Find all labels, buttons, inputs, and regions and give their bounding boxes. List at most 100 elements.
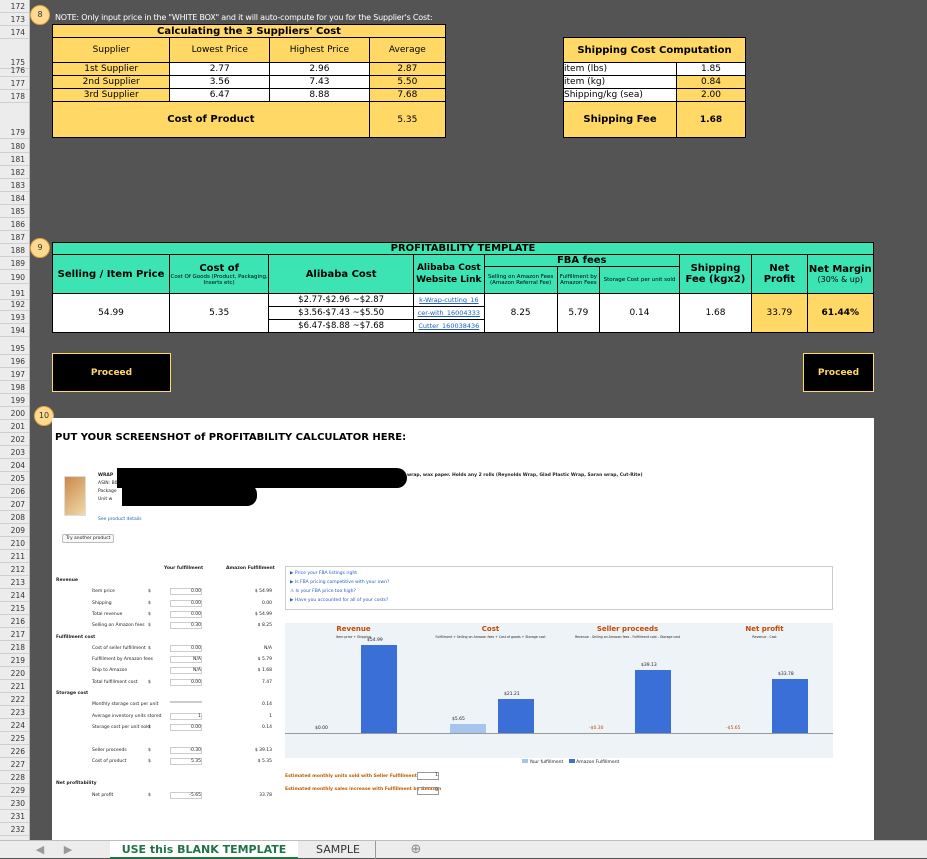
row-number[interactable]: 202 xyxy=(0,433,29,446)
row-number[interactable]: 210 xyxy=(0,537,29,550)
estimate-input[interactable]: 0 xyxy=(417,787,439,795)
row-number[interactable]: 189 xyxy=(0,257,29,270)
row-number[interactable]: 185 xyxy=(0,205,29,218)
calc-your-input[interactable]: 1 xyxy=(170,712,202,720)
add-sheet-icon[interactable]: ⊕ xyxy=(410,842,422,857)
calc-your-input[interactable]: 0.00 xyxy=(170,644,202,652)
shipping-value-input[interactable]: 1.85 xyxy=(676,62,746,76)
row-number[interactable]: 180 xyxy=(0,140,29,153)
row-number[interactable]: 181 xyxy=(0,153,29,166)
row-number[interactable]: 226 xyxy=(0,745,29,758)
row-number[interactable]: 221 xyxy=(0,680,29,693)
highest-price-input[interactable]: 8.88 xyxy=(269,88,370,102)
alibaba-link[interactable]: cer-with_16004333 xyxy=(412,306,485,320)
row-number[interactable]: 213 xyxy=(0,576,29,589)
row-number[interactable]: 192 xyxy=(0,298,29,311)
calc-your-input[interactable]: 5.35 xyxy=(170,757,202,765)
row-number[interactable]: 232 xyxy=(0,823,29,836)
row-number[interactable]: 187 xyxy=(0,231,29,244)
calc-your-input[interactable]: 0.30 xyxy=(170,622,202,630)
row-number[interactable]: 203 xyxy=(0,446,29,459)
row-number[interactable]: 218 xyxy=(0,641,29,654)
row-number[interactable]: 190 xyxy=(0,271,29,284)
row-number[interactable]: 186 xyxy=(0,218,29,231)
row-number[interactable]: 182 xyxy=(0,166,29,179)
row-number[interactable]: 206 xyxy=(0,485,29,498)
row-number[interactable]: 222 xyxy=(0,693,29,706)
row-number[interactable]: 194 xyxy=(0,324,29,337)
proceed-button-left[interactable]: Proceed xyxy=(52,353,171,392)
row-number[interactable]: 231 xyxy=(0,810,29,823)
row-number[interactable]: 175 xyxy=(0,56,29,69)
alibaba-link[interactable]: k-Wrap-cutting_16 xyxy=(412,293,485,307)
selling-price-input[interactable]: 54.99 xyxy=(51,293,171,333)
calc-your-input[interactable]: 0.00 xyxy=(170,599,202,607)
alibaba-link[interactable]: Cutter_160038436 xyxy=(412,319,485,333)
calc-your-input[interactable]: -5.65 xyxy=(170,791,202,799)
row-number[interactable]: 217 xyxy=(0,628,29,641)
highest-price-input[interactable]: 2.96 xyxy=(269,62,370,76)
row-number[interactable]: 209 xyxy=(0,524,29,537)
row-number[interactable]: 195 xyxy=(0,342,29,355)
calc-your-input[interactable]: 0.00 xyxy=(170,588,202,596)
row-number[interactable]: 220 xyxy=(0,667,29,680)
calc-your-input[interactable]: -0.30 xyxy=(170,746,202,754)
row-number[interactable]: 207 xyxy=(0,498,29,511)
row-number[interactable]: 178 xyxy=(0,90,29,103)
row-number[interactable]: 176 xyxy=(0,64,29,77)
row-number[interactable]: 229 xyxy=(0,784,29,797)
try-another-button[interactable]: Try another product xyxy=(62,534,115,543)
row-number[interactable]: 184 xyxy=(0,192,29,205)
highest-price-input[interactable]: 7.43 xyxy=(269,75,370,89)
row-number[interactable]: 225 xyxy=(0,732,29,745)
see-details-link[interactable]: See product details xyxy=(98,517,142,522)
row-number[interactable]: 223 xyxy=(0,706,29,719)
lowest-price-input[interactable]: 3.56 xyxy=(169,75,271,89)
row-number[interactable]: 188 xyxy=(0,244,29,257)
tip-link[interactable]: ▶ Have you accounted for all of your cos… xyxy=(290,598,389,603)
row-number[interactable]: 199 xyxy=(0,394,29,407)
row-number[interactable]: 200 xyxy=(0,407,29,420)
tip-link[interactable]: ⚠ Is your FBA price too high? xyxy=(290,589,356,594)
proceed-button-right[interactable]: Proceed xyxy=(803,353,874,392)
row-number[interactable]: 179 xyxy=(0,126,29,139)
calc-your-input[interactable]: N/A xyxy=(170,656,202,664)
row-number[interactable]: 216 xyxy=(0,615,29,628)
calc-your-input[interactable]: 0.00 xyxy=(170,610,202,618)
calc-your-input[interactable]: 0.00 xyxy=(170,678,202,686)
row-number[interactable]: 212 xyxy=(0,563,29,576)
calc-your-input[interactable]: 0.00 xyxy=(170,723,202,731)
lowest-price-input[interactable]: 6.47 xyxy=(169,88,271,102)
row-number[interactable]: 173 xyxy=(0,13,29,26)
row-number[interactable]: 219 xyxy=(0,654,29,667)
tip-link[interactable]: ▶ Is FBA pricing competitive with your o… xyxy=(290,580,390,585)
row-number[interactable]: 230 xyxy=(0,797,29,810)
tab-blank-template[interactable]: USE this BLANK TEMPLATE xyxy=(110,841,298,859)
row-number[interactable]: 183 xyxy=(0,179,29,192)
row-number[interactable]: 201 xyxy=(0,420,29,433)
tip-link[interactable]: ▶ Price your FBA listings right xyxy=(290,571,357,576)
row-number[interactable]: 191 xyxy=(0,287,29,300)
row-number[interactable]: 227 xyxy=(0,758,29,771)
row-number[interactable]: 228 xyxy=(0,771,29,784)
tab-sample[interactable]: SAMPLE xyxy=(301,841,376,859)
row-number[interactable]: 196 xyxy=(0,355,29,368)
row-number[interactable]: 204 xyxy=(0,459,29,472)
calc-your-input[interactable] xyxy=(170,701,202,704)
estimate-input[interactable]: 1 xyxy=(417,772,439,780)
row-number[interactable]: 215 xyxy=(0,602,29,615)
row-number[interactable]: 214 xyxy=(0,589,29,602)
row-number[interactable]: 208 xyxy=(0,511,29,524)
row-number[interactable]: 211 xyxy=(0,550,29,563)
row-number[interactable]: 198 xyxy=(0,381,29,394)
calc-your-input[interactable]: N/A xyxy=(170,667,202,675)
row-number[interactable]: 205 xyxy=(0,472,29,485)
scroll-right-icon[interactable]: ▶ xyxy=(63,843,73,856)
row-number[interactable]: 197 xyxy=(0,368,29,381)
row-number[interactable]: 224 xyxy=(0,719,29,732)
row-number[interactable]: 193 xyxy=(0,311,29,324)
scroll-left-icon[interactable]: ◀ xyxy=(35,843,45,856)
row-number[interactable]: 172 xyxy=(0,0,29,13)
lowest-price-input[interactable]: 2.77 xyxy=(169,62,271,76)
row-number[interactable]: 174 xyxy=(0,26,29,39)
